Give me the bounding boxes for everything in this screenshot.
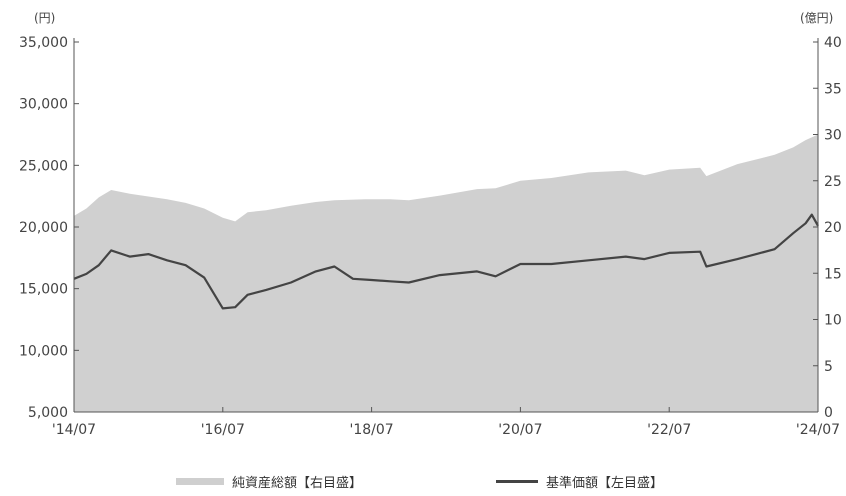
x-tick-label: '24/07 bbox=[796, 422, 840, 438]
left-tick-label: 25,000 bbox=[19, 158, 68, 174]
legend-label-nav: 基準価額【左目盛】 bbox=[546, 475, 664, 491]
left-tick-label: 35,000 bbox=[19, 35, 68, 51]
x-tick-label: '20/07 bbox=[498, 422, 542, 438]
right-tick-label: 25 bbox=[824, 174, 842, 190]
legend-swatch-area bbox=[176, 477, 224, 485]
right-tick-label: 40 bbox=[824, 35, 842, 51]
nav-line bbox=[73, 213, 819, 310]
left-tick-label: 20,000 bbox=[19, 220, 68, 236]
x-tick-label: '22/07 bbox=[647, 422, 691, 438]
right-tick-label: 20 bbox=[824, 220, 842, 236]
right-tick-label: 5 bbox=[824, 359, 833, 375]
right-tick-label: 10 bbox=[824, 313, 842, 329]
right-tick-label: 0 bbox=[824, 405, 833, 421]
net-assets-area bbox=[74, 134, 818, 412]
right-tick-label: 35 bbox=[824, 81, 842, 97]
legend-swatch-line bbox=[496, 479, 538, 483]
legend: 純資産総額【右目盛】 基準価額【左目盛】 bbox=[0, 469, 846, 493]
right-tick-label: 15 bbox=[824, 266, 842, 282]
legend-label-net-assets: 純資産総額【右目盛】 bbox=[232, 475, 363, 491]
axes-layer: 5,000 10,000 15,000 20,000 25,000 30,000 35,00… bbox=[19, 35, 842, 438]
left-tick-label: 30,000 bbox=[19, 97, 68, 113]
legend-item-net-assets: 純資産総額【右目盛】 bbox=[176, 469, 362, 493]
x-tick-label: '18/07 bbox=[349, 422, 393, 438]
right-axis-unit: (億円) bbox=[800, 11, 833, 25]
left-tick-label: 5,000 bbox=[28, 405, 68, 421]
area-layer bbox=[74, 134, 818, 412]
x-tick-label: '16/07 bbox=[201, 422, 245, 438]
x-tick-label: '14/07 bbox=[52, 422, 96, 438]
left-tick-label: 15,000 bbox=[19, 282, 68, 298]
chart-canvas: 5,000 10,000 15,000 20,000 25,000 30,000 35,00… bbox=[19, 11, 842, 438]
left-tick-label: 10,000 bbox=[19, 343, 68, 359]
line-layer bbox=[73, 213, 819, 310]
legend-item-nav: 基準価額【左目盛】 bbox=[496, 469, 663, 493]
left-axis-unit: (円) bbox=[34, 11, 55, 25]
right-tick-label: 30 bbox=[824, 128, 842, 144]
